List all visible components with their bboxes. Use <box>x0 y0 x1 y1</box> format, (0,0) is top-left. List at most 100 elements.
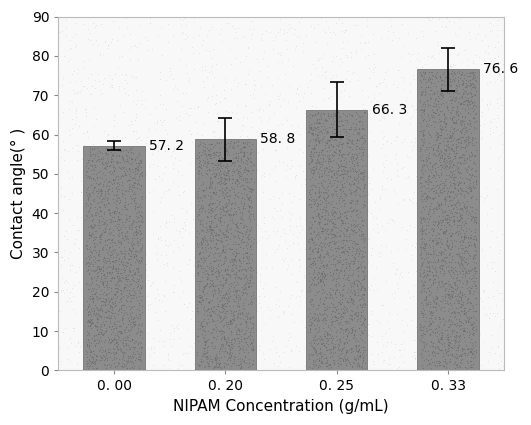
Point <box>423 192 432 198</box>
Point <box>123 357 132 364</box>
Point <box>337 20 346 27</box>
Point <box>114 159 123 166</box>
Point <box>385 367 393 374</box>
Point <box>277 214 286 221</box>
Point <box>421 318 430 325</box>
Point <box>434 362 443 368</box>
Point <box>324 113 333 119</box>
Point <box>340 188 349 195</box>
Point <box>108 268 117 275</box>
Point <box>216 314 225 321</box>
Point <box>451 365 459 371</box>
Point <box>321 198 329 205</box>
Point <box>429 247 438 254</box>
Point <box>438 107 446 114</box>
Point <box>451 71 460 78</box>
Point <box>96 304 105 311</box>
Point <box>429 238 438 245</box>
Point <box>237 156 245 162</box>
Point <box>101 228 109 235</box>
Point <box>483 309 491 316</box>
Point <box>98 330 107 337</box>
Point <box>93 241 101 247</box>
Point <box>452 251 460 258</box>
Point <box>356 334 364 341</box>
Point <box>246 203 255 210</box>
Point <box>293 85 302 91</box>
Point <box>135 307 143 314</box>
Point <box>227 363 235 369</box>
Point <box>188 139 196 146</box>
Point <box>234 152 242 159</box>
Point <box>245 260 253 266</box>
Point <box>112 323 120 329</box>
Point <box>312 136 320 143</box>
Point <box>310 25 318 32</box>
Point <box>223 224 232 231</box>
Point <box>275 96 283 103</box>
Point <box>242 102 250 109</box>
Point <box>340 191 349 198</box>
Point <box>459 265 468 272</box>
Point <box>193 241 202 248</box>
Point <box>107 39 115 45</box>
Point <box>193 278 201 284</box>
Point <box>444 245 452 252</box>
Point <box>324 253 333 260</box>
Point <box>121 172 130 179</box>
Point <box>239 144 248 151</box>
Point <box>445 291 453 298</box>
Point <box>348 238 357 245</box>
Point <box>466 348 475 354</box>
Point <box>285 209 294 215</box>
Point <box>421 293 430 300</box>
Point <box>459 125 467 132</box>
Point <box>165 67 174 74</box>
Point <box>224 320 233 327</box>
Point <box>312 132 321 139</box>
Point <box>324 172 332 178</box>
Point <box>271 207 280 214</box>
Point <box>347 321 355 328</box>
Point <box>341 360 350 367</box>
Point <box>241 102 249 108</box>
Point <box>321 167 329 173</box>
Point <box>210 100 219 107</box>
Point <box>215 179 224 186</box>
Point <box>351 356 359 363</box>
Point <box>334 279 342 286</box>
Point <box>478 37 486 43</box>
Point <box>431 295 440 301</box>
Point <box>305 250 314 257</box>
Point <box>226 200 235 207</box>
Point <box>455 342 464 348</box>
Point <box>304 201 313 207</box>
Point <box>318 213 326 220</box>
Point <box>450 78 459 85</box>
Point <box>249 247 258 254</box>
Point <box>325 127 333 133</box>
Point <box>121 336 130 343</box>
Point <box>317 179 326 186</box>
Point <box>126 298 135 305</box>
Point <box>121 234 129 241</box>
Point <box>429 72 437 79</box>
Point <box>318 312 327 318</box>
Point <box>353 136 361 142</box>
Point <box>239 149 247 156</box>
Point <box>457 179 465 186</box>
Point <box>428 185 436 192</box>
Point <box>206 189 215 196</box>
Point <box>126 261 134 267</box>
Point <box>103 272 112 279</box>
Point <box>463 139 472 146</box>
Point <box>145 353 154 360</box>
Point <box>424 53 432 60</box>
Point <box>461 84 469 91</box>
Point <box>456 294 465 300</box>
Point <box>230 271 238 278</box>
Point <box>319 152 327 159</box>
Point <box>466 234 474 241</box>
Point <box>357 330 366 337</box>
Point <box>341 236 350 243</box>
